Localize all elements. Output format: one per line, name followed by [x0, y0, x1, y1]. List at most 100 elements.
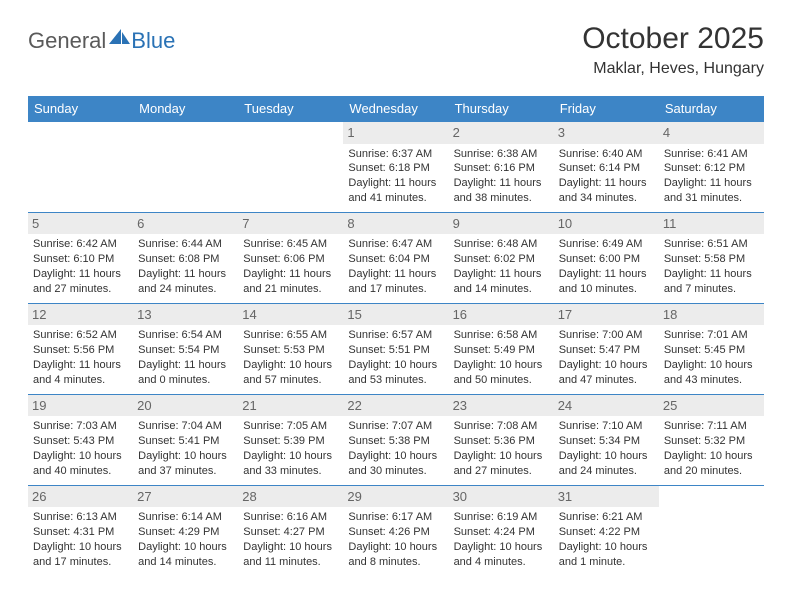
weekday-header: Thursday — [449, 96, 554, 122]
day-number: 3 — [554, 122, 659, 144]
day-detail-line: Daylight: 10 hours and 53 minutes. — [348, 358, 443, 388]
day-detail-line: Sunset: 6:16 PM — [454, 161, 549, 176]
day-number: 21 — [238, 395, 343, 417]
day-detail-line: Sunset: 5:45 PM — [664, 343, 759, 358]
day-cell: 23Sunrise: 7:08 AMSunset: 5:36 PMDayligh… — [449, 394, 554, 485]
day-number: 19 — [28, 395, 133, 417]
day-detail-line: Sunset: 6:18 PM — [348, 161, 443, 176]
day-number — [238, 122, 343, 144]
day-details: Sunrise: 6:52 AMSunset: 5:56 PMDaylight:… — [33, 328, 128, 387]
week-row: 5Sunrise: 6:42 AMSunset: 6:10 PMDaylight… — [28, 212, 764, 303]
day-cell: 17Sunrise: 7:00 AMSunset: 5:47 PMDayligh… — [554, 303, 659, 394]
calendar-table: Sunday Monday Tuesday Wednesday Thursday… — [28, 96, 764, 576]
logo: General Blue — [28, 22, 175, 54]
day-number: 28 — [238, 486, 343, 508]
day-number: 17 — [554, 304, 659, 326]
day-cell: 2Sunrise: 6:38 AMSunset: 6:16 PMDaylight… — [449, 122, 554, 213]
day-detail-line: Daylight: 10 hours and 4 minutes. — [454, 540, 549, 570]
week-row: 26Sunrise: 6:13 AMSunset: 4:31 PMDayligh… — [28, 485, 764, 575]
day-number: 25 — [659, 395, 764, 417]
day-cell: 26Sunrise: 6:13 AMSunset: 4:31 PMDayligh… — [28, 485, 133, 575]
day-cell: 1Sunrise: 6:37 AMSunset: 6:18 PMDaylight… — [343, 122, 448, 213]
day-details: Sunrise: 6:21 AMSunset: 4:22 PMDaylight:… — [559, 510, 654, 569]
weekday-header: Tuesday — [238, 96, 343, 122]
day-detail-line: Daylight: 11 hours and 24 minutes. — [138, 267, 233, 297]
day-details: Sunrise: 6:40 AMSunset: 6:14 PMDaylight:… — [559, 147, 654, 206]
day-number: 31 — [554, 486, 659, 508]
day-detail-line: Sunrise: 6:54 AM — [138, 328, 233, 343]
day-detail-line: Sunrise: 6:38 AM — [454, 147, 549, 162]
day-detail-line: Sunset: 6:08 PM — [138, 252, 233, 267]
day-detail-line: Sunrise: 6:37 AM — [348, 147, 443, 162]
day-detail-line: Daylight: 11 hours and 31 minutes. — [664, 176, 759, 206]
day-detail-line: Sunset: 6:06 PM — [243, 252, 338, 267]
day-detail-line: Sunrise: 6:58 AM — [454, 328, 549, 343]
weekday-header: Monday — [133, 96, 238, 122]
page-title: October 2025 — [582, 22, 764, 56]
day-detail-line: Daylight: 11 hours and 7 minutes. — [664, 267, 759, 297]
day-details: Sunrise: 7:00 AMSunset: 5:47 PMDaylight:… — [559, 328, 654, 387]
day-details: Sunrise: 6:37 AMSunset: 6:18 PMDaylight:… — [348, 147, 443, 206]
day-detail-line: Daylight: 10 hours and 47 minutes. — [559, 358, 654, 388]
day-number: 23 — [449, 395, 554, 417]
day-cell: 3 Sunrise: 6:40 AMSunset: 6:14 PMDaylight… — [554, 122, 659, 213]
day-cell — [659, 485, 764, 575]
title-block: October 2025 Maklar, Heves, Hungary — [582, 22, 764, 78]
day-detail-line: Daylight: 10 hours and 37 minutes. — [138, 449, 233, 479]
day-detail-line: Sunset: 4:24 PM — [454, 525, 549, 540]
day-detail-line: Sunrise: 7:04 AM — [138, 419, 233, 434]
day-number: 24 — [554, 395, 659, 417]
day-cell: 20Sunrise: 7:04 AMSunset: 5:41 PMDayligh… — [133, 394, 238, 485]
day-detail-line: Daylight: 10 hours and 14 minutes. — [138, 540, 233, 570]
day-detail-line: Sunrise: 7:10 AM — [559, 419, 654, 434]
day-detail-line: Sunset: 5:34 PM — [559, 434, 654, 449]
day-number — [28, 122, 133, 144]
day-detail-line: Daylight: 10 hours and 20 minutes. — [664, 449, 759, 479]
day-detail-line: Sunset: 5:39 PM — [243, 434, 338, 449]
day-cell: 7Sunrise: 6:45 AMSunset: 6:06 PMDaylight… — [238, 212, 343, 303]
day-detail-line: Sunset: 5:38 PM — [348, 434, 443, 449]
day-detail-line: Sunrise: 6:17 AM — [348, 510, 443, 525]
day-number: 11 — [659, 213, 764, 235]
day-detail-line: Daylight: 10 hours and 24 minutes. — [559, 449, 654, 479]
day-detail-line: Sunset: 5:54 PM — [138, 343, 233, 358]
day-details: Sunrise: 6:44 AMSunset: 6:08 PMDaylight:… — [138, 237, 233, 296]
weekday-header-row: Sunday Monday Tuesday Wednesday Thursday… — [28, 96, 764, 122]
day-number: 6 — [133, 213, 238, 235]
weekday-header: Saturday — [659, 96, 764, 122]
day-detail-line: Sunrise: 6:42 AM — [33, 237, 128, 252]
day-cell: 14Sunrise: 6:55 AMSunset: 5:53 PMDayligh… — [238, 303, 343, 394]
day-cell: 8Sunrise: 6:47 AMSunset: 6:04 PMDaylight… — [343, 212, 448, 303]
day-detail-line: Sunrise: 7:03 AM — [33, 419, 128, 434]
day-detail-line: Sunset: 5:47 PM — [559, 343, 654, 358]
day-number: 20 — [133, 395, 238, 417]
day-detail-line: Sunrise: 7:01 AM — [664, 328, 759, 343]
day-cell: 30Sunrise: 6:19 AMSunset: 4:24 PMDayligh… — [449, 485, 554, 575]
day-cell: 16Sunrise: 6:58 AMSunset: 5:49 PMDayligh… — [449, 303, 554, 394]
day-cell: 28Sunrise: 6:16 AMSunset: 4:27 PMDayligh… — [238, 485, 343, 575]
day-detail-line: Sunrise: 6:55 AM — [243, 328, 338, 343]
location: Maklar, Heves, Hungary — [582, 60, 764, 78]
day-detail-line: Sunset: 6:02 PM — [454, 252, 549, 267]
day-cell: 21Sunrise: 7:05 AMSunset: 5:39 PMDayligh… — [238, 394, 343, 485]
day-details: Sunrise: 6:49 AMSunset: 6:00 PMDaylight:… — [559, 237, 654, 296]
day-cell: 22Sunrise: 7:07 AMSunset: 5:38 PMDayligh… — [343, 394, 448, 485]
day-details: Sunrise: 6:38 AMSunset: 6:16 PMDaylight:… — [454, 147, 549, 206]
day-detail-line: Sunrise: 6:49 AM — [559, 237, 654, 252]
day-detail-line: Sunrise: 6:19 AM — [454, 510, 549, 525]
day-detail-line: Daylight: 11 hours and 21 minutes. — [243, 267, 338, 297]
day-detail-line: Sunset: 6:12 PM — [664, 161, 759, 176]
day-detail-line: Sunrise: 7:05 AM — [243, 419, 338, 434]
day-cell: 25Sunrise: 7:11 AMSunset: 5:32 PMDayligh… — [659, 394, 764, 485]
day-number: 13 — [133, 304, 238, 326]
day-detail-line: Sunset: 6:00 PM — [559, 252, 654, 267]
day-detail-line: Sunrise: 6:45 AM — [243, 237, 338, 252]
day-detail-line: Daylight: 11 hours and 41 minutes. — [348, 176, 443, 206]
day-detail-line: Daylight: 10 hours and 30 minutes. — [348, 449, 443, 479]
day-details: Sunrise: 6:47 AMSunset: 6:04 PMDaylight:… — [348, 237, 443, 296]
day-detail-line: Sunrise: 7:07 AM — [348, 419, 443, 434]
day-cell: 24 Sunrise: 7:10 AMSunset: 5:34 PMDayligh… — [554, 394, 659, 485]
day-detail-line: Sunrise: 6:47 AM — [348, 237, 443, 252]
day-detail-line: Sunset: 5:53 PM — [243, 343, 338, 358]
day-detail-line: Sunrise: 6:21 AM — [559, 510, 654, 525]
